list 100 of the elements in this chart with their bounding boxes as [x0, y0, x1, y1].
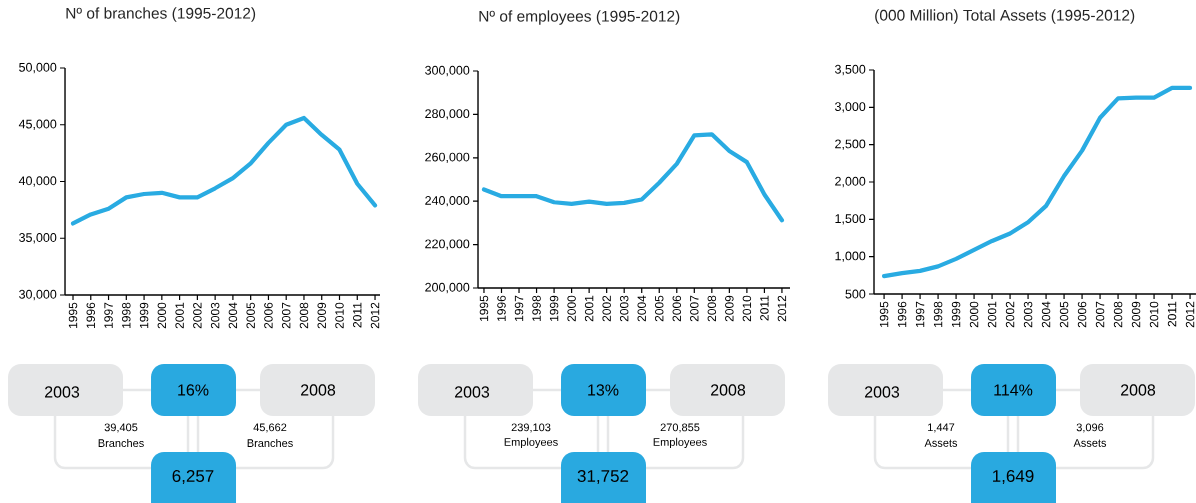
- y-tick-label: 280,000: [425, 109, 470, 120]
- text: 1,649: [993, 469, 1034, 485]
- x-tick-label: 2000: [567, 295, 576, 322]
- y-tick-label: 200,000: [425, 282, 470, 294]
- y-tick-label: 500: [845, 289, 866, 299]
- x-tick-label: 2008: [1113, 301, 1123, 328]
- text: Branches: [247, 438, 293, 448]
- x-tick-label: 1998: [532, 295, 541, 321]
- x-tick-label: 1995: [879, 301, 889, 327]
- text: 2008: [1121, 384, 1156, 396]
- text: 2003: [865, 386, 900, 398]
- x-tick-label: 2000: [969, 301, 979, 328]
- chart-title: Nº of employees (1995-2012): [479, 10, 680, 25]
- y-tick-label: 35,000: [19, 233, 57, 244]
- y-tick-label: 2,500: [835, 139, 866, 150]
- text: 2008: [301, 384, 336, 396]
- x-tick-label: 2003: [1023, 301, 1033, 328]
- text: 3,096: [1076, 423, 1104, 433]
- x-tick-label: 2007: [1095, 301, 1105, 328]
- x-tick-label: 2006: [264, 302, 273, 329]
- x-tick-label: 2009: [317, 302, 326, 329]
- text: 114%: [994, 384, 1033, 396]
- x-tick-label: 2006: [1077, 301, 1087, 328]
- x-tick-label: 1997: [915, 301, 925, 327]
- y-tick-label: 50,000: [19, 62, 57, 74]
- chart-title: (000 Million) Total Assets (1995-2012): [875, 9, 1135, 24]
- text: 13%: [588, 384, 619, 396]
- x-tick-label: 2005: [246, 302, 255, 329]
- y-tick-label: 1,500: [835, 214, 866, 225]
- text: Employees: [653, 437, 707, 449]
- x-tick-label: 1999: [951, 301, 961, 327]
- x-tick-label: 2007: [690, 295, 699, 322]
- x-tick-label: 2004: [637, 295, 646, 322]
- x-tick-label: 1998: [122, 302, 131, 328]
- x-tick-label: 2000: [157, 302, 167, 329]
- text: 270,855: [660, 423, 700, 433]
- y-tick-label: 300,000: [425, 65, 470, 77]
- y-tick-label: 3,000: [834, 102, 866, 113]
- line-series: [881, 85, 1193, 279]
- x-tick-label: 2004: [228, 302, 238, 329]
- x-tick-label: 2009: [1131, 301, 1141, 328]
- y-tick-label: 220,000: [425, 239, 470, 250]
- x-tick-label: 2011: [760, 295, 769, 321]
- text: 2003: [455, 386, 490, 398]
- x-tick-label: 2011: [1167, 301, 1177, 327]
- x-tick-label: 2012: [1185, 301, 1195, 328]
- x-tick-label: 1995: [479, 295, 489, 321]
- x-tick-label: 2012: [777, 295, 787, 322]
- x-tick-label: 2010: [335, 302, 344, 329]
- x-tick-label: 1997: [104, 302, 113, 328]
- x-tick-label: 2010: [1149, 301, 1159, 328]
- text: 39,405: [104, 423, 138, 433]
- x-tick-label: 2007: [281, 302, 291, 329]
- y-tick-label: 40,000: [18, 176, 57, 187]
- x-tick-label: 1996: [497, 295, 506, 321]
- line-series: [70, 115, 378, 226]
- text: 45,662: [253, 423, 287, 433]
- x-tick-label: 2004: [1041, 301, 1051, 328]
- text: Assets: [924, 439, 958, 447]
- x-tick-label: 2008: [299, 302, 309, 329]
- text: Branches: [98, 438, 144, 448]
- y-tick-label: 1,000: [835, 251, 866, 262]
- x-tick-label: 2009: [725, 295, 734, 322]
- y-tick-label: 30,000: [19, 289, 57, 301]
- text: 31,752: [577, 469, 629, 485]
- text: 1,447: [928, 423, 955, 433]
- x-tick-label: 1996: [86, 302, 96, 328]
- x-tick-label: 2001: [987, 301, 997, 328]
- text: Employees: [504, 437, 558, 449]
- x-tick-label: 1998: [933, 301, 943, 327]
- x-tick-label: 2008: [707, 295, 717, 322]
- x-tick-label: 2010: [742, 295, 752, 322]
- x-tick-label: 2002: [1005, 301, 1015, 328]
- text: 6,257: [172, 469, 214, 485]
- x-tick-label: 2002: [193, 302, 202, 329]
- x-tick-label: 2001: [175, 302, 184, 329]
- y-tick-label: 240,000: [425, 196, 470, 207]
- x-tick-label: 2005: [655, 295, 664, 322]
- x-tick-label: 1995: [68, 302, 78, 328]
- x-tick-label: 2001: [584, 295, 594, 322]
- x-tick-label: 1999: [549, 295, 559, 321]
- text: 16%: [178, 384, 209, 396]
- text: Assets: [1073, 439, 1107, 447]
- x-tick-label: 2002: [602, 295, 611, 322]
- x-tick-label: 2003: [210, 302, 220, 329]
- x-tick-label: 1999: [139, 302, 149, 328]
- y-tick-label: 2,000: [835, 176, 866, 188]
- x-tick-label: 1997: [514, 295, 524, 321]
- text: 2008: [711, 384, 746, 396]
- x-tick-label: 1996: [897, 301, 907, 327]
- x-tick-label: 2012: [370, 302, 380, 329]
- y-tick-label: 260,000: [425, 152, 470, 163]
- x-tick-label: 2011: [353, 302, 362, 328]
- x-tick-label: 2006: [672, 295, 682, 322]
- x-tick-label: 2003: [619, 295, 629, 322]
- y-tick-label: 45,000: [18, 119, 57, 130]
- text: 239,103: [511, 423, 551, 433]
- chart-title: Nº of branches (1995-2012): [66, 7, 256, 22]
- y-tick-label: 3,500: [834, 64, 866, 76]
- x-tick-label: 2005: [1059, 301, 1069, 328]
